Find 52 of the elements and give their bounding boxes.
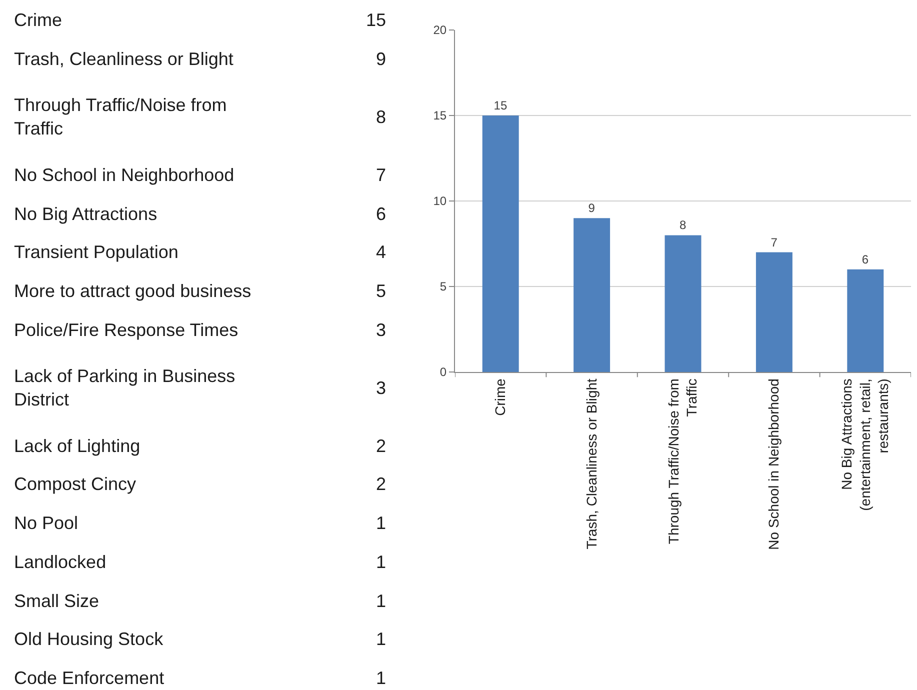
data-label: 2 [376, 436, 386, 456]
category-label: Lack of Lighting [14, 436, 140, 456]
category-label: Small Size [14, 591, 100, 611]
data-label: 7 [376, 165, 386, 185]
data-label: 3 [376, 378, 386, 398]
data-label: 1 [376, 668, 386, 688]
data-label: 1 [376, 552, 386, 572]
category-label: More to attract good business [14, 281, 252, 301]
x-tick-label: Crime [492, 378, 508, 416]
data-label: 8 [376, 107, 386, 127]
y-tick-label: 10 [433, 194, 447, 208]
y-tick-label: 20 [433, 23, 447, 38]
category-label: Trash, Cleanliness or Blight [14, 49, 234, 69]
data-label: 1 [376, 591, 386, 611]
category-label: Transient Population [14, 242, 178, 262]
x-tick-label: Through Traffic/Noise from Traffic [665, 378, 700, 544]
category-label: Code Enforcement [14, 668, 164, 688]
data-label: 15 [366, 10, 386, 30]
category-label: No Big Attractions [14, 204, 158, 224]
data-label: 6 [862, 252, 869, 266]
data-label: 9 [376, 49, 386, 69]
bar [664, 235, 702, 372]
data-label: 15 [494, 98, 508, 112]
category-label: Old Housing Stock [14, 629, 164, 649]
category-label: Through Traffic/Noise from Traffic [14, 95, 227, 138]
data-label: 5 [376, 281, 386, 301]
bar [756, 252, 792, 372]
data-label: 9 [588, 201, 596, 216]
data-label: 1 [376, 629, 386, 649]
data-label: 2 [376, 474, 386, 494]
data-label: 3 [376, 320, 386, 340]
x-tick-label: No Big Attractions (entertainment, retail, restaurants) [838, 378, 892, 511]
data-label: 8 [680, 218, 686, 232]
category-label: No Pool [14, 513, 78, 533]
bar [574, 218, 610, 372]
category-label: Police/Fire Response Times [14, 320, 238, 340]
category-label: Compost Cincy [14, 474, 136, 494]
bar [847, 269, 884, 372]
category-label: No School in Neighborhood [14, 165, 234, 185]
category-label: Crime [14, 10, 62, 30]
data-label: 1 [376, 513, 386, 533]
y-tick-label: 5 [440, 280, 447, 294]
y-tick-label: 0 [440, 365, 447, 380]
bar [482, 116, 519, 372]
data-label: 4 [376, 242, 386, 262]
x-tick-label: Trash, Cleanliness or Blight [583, 378, 600, 550]
category-label: Lack of Parking in Business District [14, 366, 236, 410]
data-label: 7 [770, 235, 778, 250]
y-tick-label: 15 [433, 108, 447, 123]
category-label: Landlocked [14, 552, 106, 572]
x-tick-label: No School in Neighborhood [766, 378, 782, 550]
data-label: 6 [376, 204, 386, 224]
